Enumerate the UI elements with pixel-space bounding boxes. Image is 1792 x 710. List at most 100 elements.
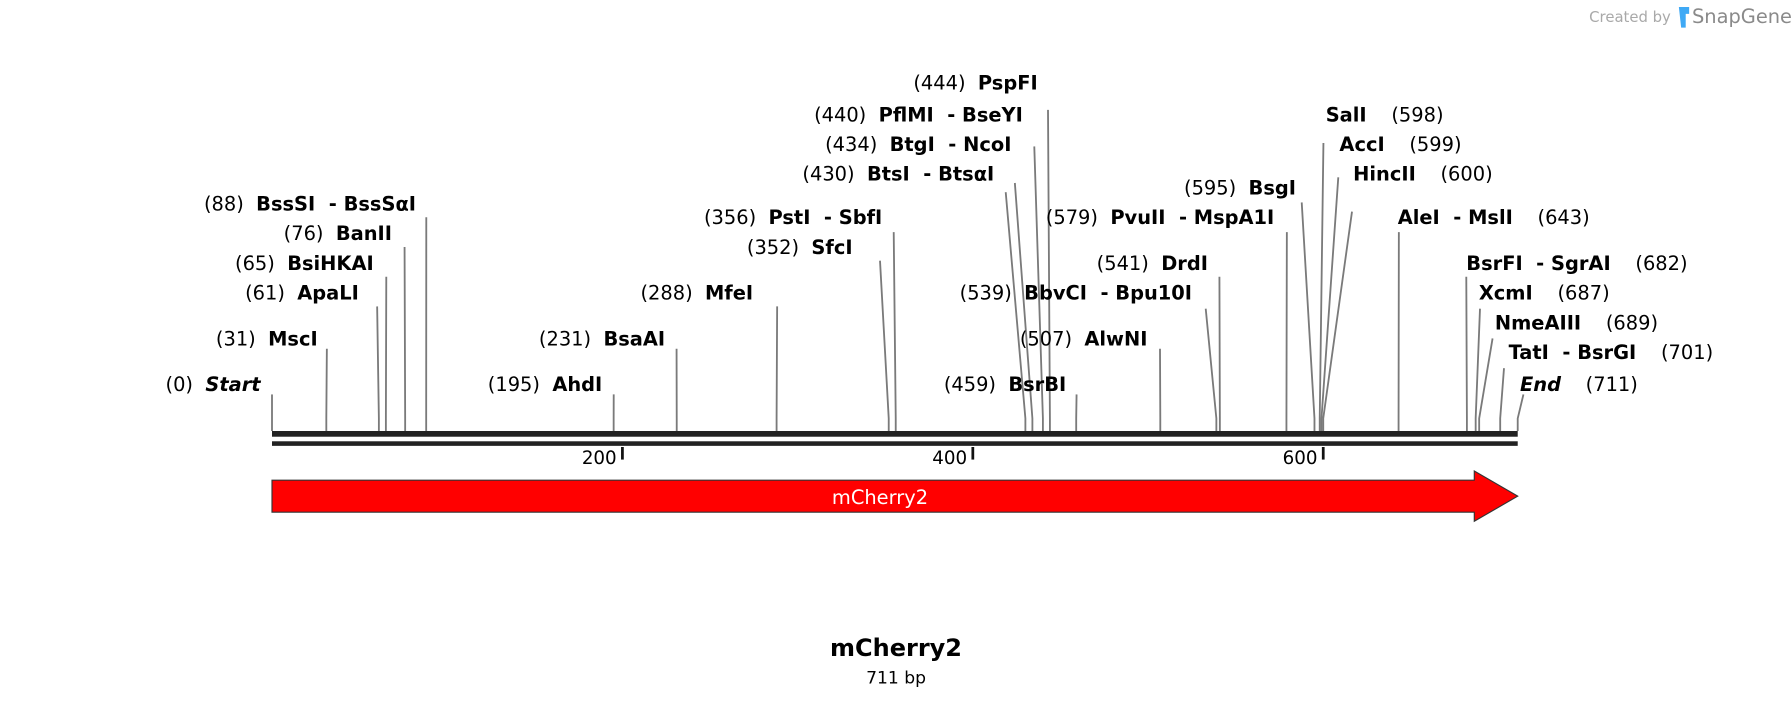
site-label-bsrfi-sgrai[interactable]: BsrFI - SgrAI (682) — [1466, 252, 1687, 275]
site-label-btgi-ncoi[interactable]: (434) BtgI - NcoI — [825, 133, 1011, 156]
spacer — [996, 373, 1008, 396]
site-label-start[interactable]: (0) Start — [166, 373, 262, 396]
enzyme-name: AccI — [1339, 133, 1384, 156]
ruler-tick-label: 400 — [932, 448, 967, 469]
site-label-sali[interactable]: SalI (598) — [1326, 103, 1444, 126]
site-label-acci[interactable]: AccI (599) — [1339, 133, 1461, 156]
spacer — [1367, 103, 1392, 126]
site-position: (0) — [166, 373, 194, 396]
cut-site-lines — [271, 109, 1525, 431]
spacer — [693, 282, 705, 305]
spacer — [1416, 163, 1441, 186]
site-position: (539) — [960, 282, 1012, 305]
enzyme-name: BsaAI — [603, 327, 665, 350]
spacer — [324, 222, 336, 245]
cut-line-psti-sbfi — [892, 232, 897, 431]
cut-line-pflmi-bseyi — [1033, 146, 1044, 431]
cut-site-labels: (0) Start (31) MscI (61) ApaLI (65) BsiHKAI… — [166, 71, 1714, 396]
site-position: (689) — [1606, 311, 1658, 334]
enzyme-name: BbvCI - Bpu10I — [1024, 282, 1192, 305]
enzyme-name: TatI - BsrGI — [1509, 341, 1637, 364]
enzyme-name: PvuII - MspA1I — [1110, 206, 1274, 229]
site-label-bsrbi[interactable]: (459) BsrBI — [944, 373, 1066, 396]
enzyme-name: BsrBI — [1008, 373, 1066, 396]
site-label-alei-msli[interactable]: AleI - MslI (643) — [1398, 206, 1590, 229]
site-position: (352) — [747, 236, 799, 259]
site-label-ahdi[interactable]: (195) AhdI — [488, 373, 602, 396]
enzyme-name: MscI — [268, 327, 318, 350]
site-position: (88) — [204, 192, 244, 215]
site-label-psti-sbfi[interactable]: (356) PstI - SbfI — [704, 206, 882, 229]
enzyme-name: SfcI — [811, 236, 852, 259]
spacer — [1636, 341, 1661, 364]
cut-line-btgi-ncoi — [1013, 182, 1034, 431]
cut-line-bbvci-bpu10i — [1204, 308, 1218, 431]
spacer — [591, 327, 603, 350]
site-label-hincii[interactable]: HincII (600) — [1353, 163, 1493, 186]
feature-mcherry2[interactable]: mCherry2 — [271, 470, 1519, 523]
cut-line-hincii — [1322, 211, 1353, 431]
site-label-pspfi[interactable]: (444) PspFI — [913, 71, 1037, 94]
spacer — [1581, 311, 1606, 334]
enzyme-name: AlwNI — [1084, 327, 1147, 350]
site-label-sfci[interactable]: (352) SfcI — [747, 236, 853, 259]
site-label-end[interactable]: End (711) — [1520, 373, 1638, 396]
spacer — [244, 192, 256, 215]
site-label-tati-bsrgi[interactable]: TatI - BsrGI (701) — [1509, 341, 1714, 364]
site-label-nmeaiii[interactable]: NmeAIII (689) — [1495, 311, 1658, 334]
cut-line-tati-bsrgi — [1499, 368, 1505, 431]
spacer — [966, 71, 978, 94]
site-label-xcmi[interactable]: XcmI (687) — [1479, 282, 1610, 305]
cut-line-bsrfi-sgrai — [1465, 276, 1468, 431]
sequence-length: 711 bp — [866, 669, 926, 689]
spacer — [256, 327, 268, 350]
enzyme-name: ApaLI — [297, 282, 359, 305]
site-position: (440) — [814, 103, 866, 126]
site-label-mfei[interactable]: (288) MfeI — [640, 282, 753, 305]
spacer — [1012, 282, 1024, 305]
snapgene-logo-icon — [1678, 7, 1690, 28]
site-position: (65) — [235, 252, 275, 275]
site-position: (600) — [1440, 163, 1492, 186]
ruler-tick-label: 600 — [1283, 448, 1318, 469]
cut-line-sfci — [879, 260, 890, 431]
cut-line-sali — [1318, 142, 1325, 431]
site-label-drdi[interactable]: (541) DrdI — [1097, 252, 1208, 275]
enzyme-name: BtsI - BtsαI — [867, 163, 994, 186]
enzyme-name: MfeI — [705, 282, 753, 305]
ruler-tick — [621, 447, 624, 460]
ruler-ticks: 200 400 600 — [582, 447, 1325, 469]
site-label-bsaai[interactable]: (231) BsaAI — [539, 327, 665, 350]
site-position: (541) — [1097, 252, 1149, 275]
spacer — [1098, 206, 1110, 229]
site-position: (595) — [1184, 176, 1236, 199]
ruler-tick-label: 200 — [582, 448, 617, 469]
feature-arrow[interactable] — [271, 470, 1519, 523]
site-label-bsgi[interactable]: (595) BsgI — [1184, 176, 1296, 199]
enzyme-name: BsrFI - SgrAI — [1466, 252, 1610, 275]
site-label-banii[interactable]: (76) BanII — [284, 222, 392, 245]
enzyme-name: DrdI — [1161, 252, 1208, 275]
cut-line-nmeaiii — [1478, 338, 1494, 431]
site-label-pflmi-bseyi[interactable]: (440) PflMI - BseYI — [814, 103, 1023, 126]
enzyme-name: SalI — [1326, 103, 1367, 126]
site-label-msci[interactable]: (31) MscI — [216, 327, 318, 350]
site-position: (579) — [1046, 206, 1098, 229]
site-label-bbvci-bpu10i[interactable]: (539) BbvCI - Bpu10I — [960, 282, 1192, 305]
enzyme-name: BtgI - NcoI — [890, 133, 1012, 156]
cut-line-bsgi — [1300, 202, 1316, 431]
spacer — [193, 373, 205, 396]
site-label-bsihkai[interactable]: (65) BsiHKAI — [235, 252, 374, 275]
site-label-pvuii-mspa1i[interactable]: (579) PvuII - MspA1I — [1046, 206, 1274, 229]
site-label-apali[interactable]: (61) ApaLI — [245, 282, 359, 305]
spacer — [799, 236, 811, 259]
enzyme-name: PflMI - BseYI — [879, 103, 1023, 126]
spacer — [275, 252, 287, 275]
site-position: (711) — [1586, 373, 1638, 396]
enzyme-name: End — [1520, 373, 1562, 396]
site-label-alwni[interactable]: (507) AlwNI — [1020, 327, 1148, 350]
site-label-btsi-bts-i[interactable]: (430) BtsI - BtsαI — [802, 163, 994, 186]
enzyme-name: NmeAIII — [1495, 311, 1581, 334]
site-label-bsssi-bsss-i[interactable]: (88) BssSI - BssSαI — [204, 192, 416, 215]
sequence-backbone-top — [272, 431, 1518, 437]
